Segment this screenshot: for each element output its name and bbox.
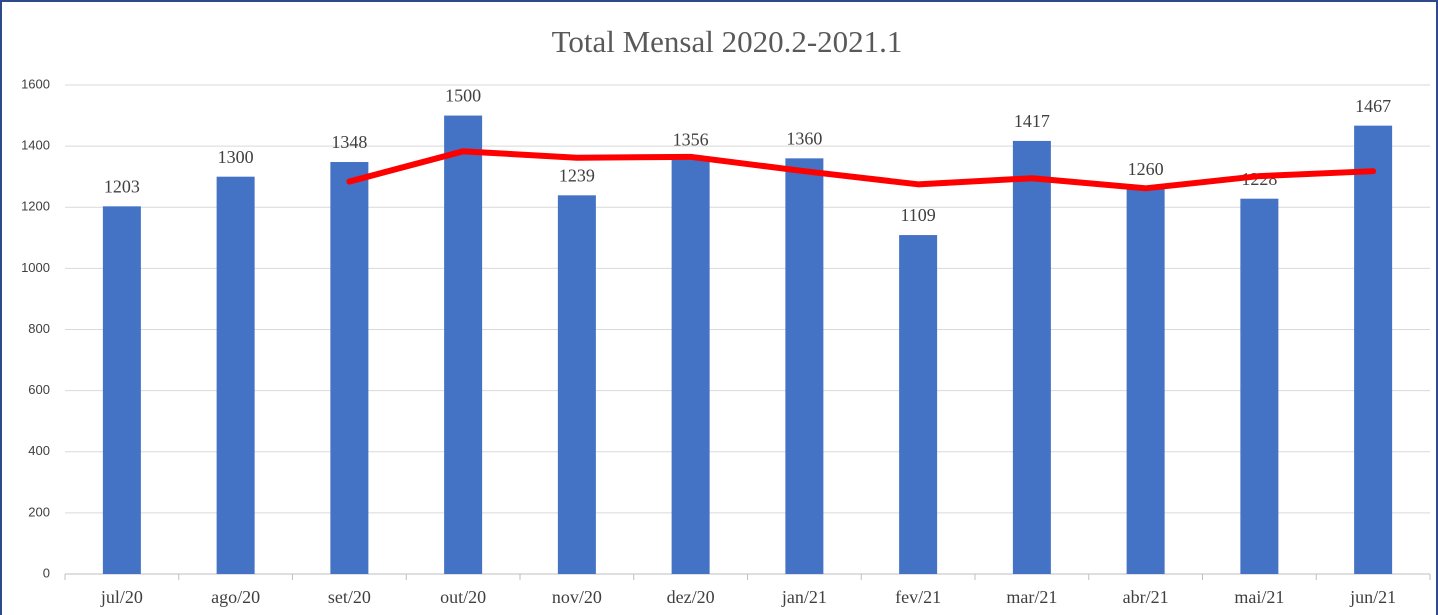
x-tick-label: nov/20 [552,587,602,607]
x-tick-label: jun/21 [1349,587,1396,607]
data-label: 1417 [1014,111,1050,131]
x-tick-label: ago/20 [211,587,260,607]
x-tick-label: fev/21 [895,587,941,607]
y-tick-label: 400 [28,443,50,458]
x-tick-label: set/20 [328,587,371,607]
y-tick-label: 800 [28,321,50,336]
data-label: 1467 [1355,96,1391,116]
y-tick-label: 600 [28,382,50,397]
x-tick-label: abr/21 [1123,587,1169,607]
x-tick-label: jul/20 [100,587,143,607]
data-label: 1239 [559,165,595,185]
x-tick-label: dez/20 [667,587,715,607]
line [346,148,1377,192]
bar [216,176,255,574]
y-tick-label: 1400 [21,138,50,153]
x-tick-label: jan/21 [781,587,827,607]
data-label: 1260 [1128,159,1164,179]
data-label: 1356 [673,130,709,150]
marks [102,115,1393,574]
y-tick-label: 200 [28,504,50,519]
x-tick-label: mai/21 [1234,587,1284,607]
grid [64,84,1431,580]
data-label: 1360 [786,128,822,148]
chart-title: Total Mensal 2020.2-2021.1 [552,24,903,59]
y-tick-label: 1000 [21,260,50,275]
y-tick-label: 1200 [21,199,50,214]
bar [330,162,369,574]
data-label: 1203 [104,176,140,196]
x-tick-label: out/20 [440,587,486,607]
bar [444,115,483,574]
bar [1126,188,1165,574]
data-label: 1109 [900,205,935,225]
data-label: 1348 [331,132,367,152]
bar [1012,140,1051,574]
labels: 0 200 400 600 800 1000 1200 1400 1600 jul/20 ago/2… [21,76,1396,607]
data-label: 1300 [218,147,254,167]
x-tick-label: mar/21 [1006,587,1057,607]
bar [1240,198,1279,574]
bar [1354,125,1393,574]
bar [557,195,596,574]
y-tick-label: 1600 [21,76,50,91]
bar [785,158,824,574]
bar [899,235,938,574]
y-tick-label: 0 [43,565,50,580]
data-label: 1500 [445,86,481,106]
bar [102,206,141,574]
bar [671,159,710,574]
